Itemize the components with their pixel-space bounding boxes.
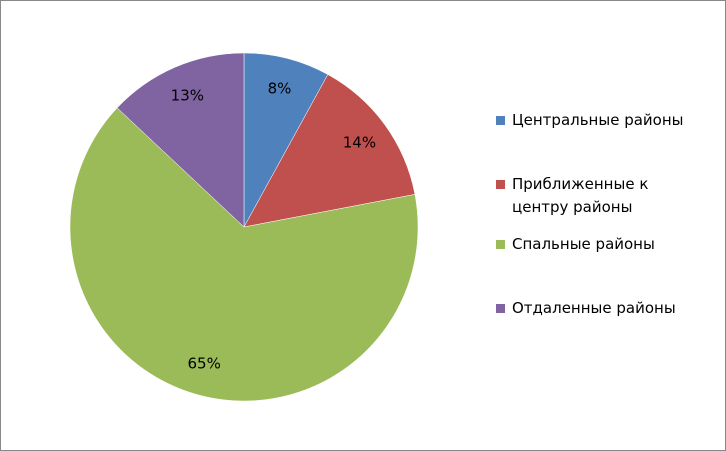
pie-slice [116,52,245,228]
legend-item: Отдаленные районы [496,297,716,320]
legend-swatch [496,240,505,249]
legend-item: Центральные районы [496,109,716,132]
data-label: 8% [268,79,292,97]
data-label: 13% [171,87,204,105]
legend-label: Центральные районы [512,111,684,129]
legend-label: Приближенные к центру районы [512,175,649,216]
data-label: 14% [343,134,376,152]
legend-swatch [496,116,505,125]
legend-label: Отдаленные районы [512,299,676,317]
pie-slice [69,107,419,402]
legend-swatch [496,304,505,313]
legend-swatch [496,180,505,189]
legend-item: Приближенные к центру районы [496,173,671,219]
data-label: 65% [188,355,221,373]
legend-item: Спальные районы [496,233,716,256]
legend-label: Спальные районы [512,235,655,253]
pie-slice [243,74,416,228]
